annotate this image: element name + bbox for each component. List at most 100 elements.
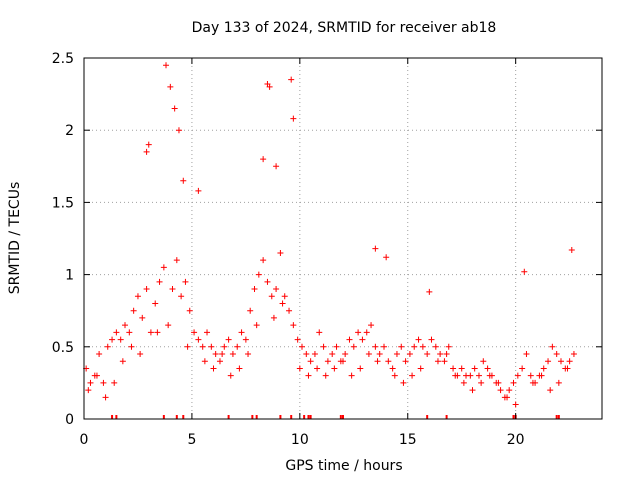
- data-point: [208, 343, 215, 350]
- data-point: [290, 115, 297, 122]
- data-point: [372, 343, 379, 350]
- data-point: [273, 286, 280, 293]
- data-point: [245, 351, 252, 358]
- data-point: [443, 351, 450, 358]
- data-point: [143, 148, 150, 155]
- data-point: [359, 336, 366, 343]
- data-point: [277, 249, 284, 256]
- data-point: [519, 365, 526, 372]
- grid-lines: [84, 58, 602, 419]
- data-point: [570, 351, 577, 358]
- y-tick-label: 1.5: [52, 195, 74, 211]
- data-point: [130, 307, 137, 314]
- data-point: [471, 365, 478, 372]
- data-point: [320, 343, 327, 350]
- data-point: [437, 351, 444, 358]
- x-tick-label: 15: [399, 432, 417, 448]
- data-point: [93, 372, 100, 379]
- data-point: [307, 358, 314, 365]
- data-point: [156, 278, 163, 285]
- data-point: [305, 372, 312, 379]
- data-point: [225, 336, 232, 343]
- data-point: [445, 343, 452, 350]
- data-point: [288, 76, 295, 83]
- data-point: [219, 351, 226, 358]
- data-point: [251, 286, 258, 293]
- data-point: [497, 387, 504, 394]
- data-point: [523, 351, 530, 358]
- data-point: [266, 83, 273, 90]
- y-tick-label: 2: [65, 123, 74, 139]
- data-point: [286, 307, 293, 314]
- data-point: [298, 343, 305, 350]
- data-point: [419, 343, 426, 350]
- data-point: [290, 322, 297, 329]
- data-point: [273, 163, 280, 170]
- data-point: [324, 358, 331, 365]
- data-point: [368, 322, 375, 329]
- data-point: [406, 351, 413, 358]
- data-point: [426, 288, 433, 295]
- data-point: [549, 343, 556, 350]
- data-point: [247, 307, 254, 314]
- data-point: [514, 372, 521, 379]
- data-point: [409, 372, 416, 379]
- data-point: [199, 343, 206, 350]
- data-point: [374, 358, 381, 365]
- data-points: [83, 62, 577, 408]
- data-point: [201, 358, 208, 365]
- data-point: [538, 372, 545, 379]
- data-point: [340, 358, 346, 365]
- data-point: [540, 365, 547, 372]
- data-point: [229, 351, 236, 358]
- data-point: [566, 358, 573, 365]
- x-tick-label: 20: [507, 432, 525, 448]
- data-point: [139, 314, 146, 321]
- data-point: [432, 343, 439, 350]
- data-point: [333, 343, 340, 350]
- data-point: [296, 365, 303, 372]
- data-point: [145, 141, 152, 148]
- data-point: [504, 394, 511, 401]
- data-point: [255, 271, 262, 278]
- data-point: [100, 379, 107, 386]
- data-point: [191, 329, 198, 336]
- axes: 0 5 10 15 20 0 0.5 1 1.5 2 2.5: [52, 51, 602, 448]
- data-point: [529, 379, 536, 386]
- data-point: [264, 278, 271, 285]
- data-point: [85, 387, 92, 394]
- data-point: [227, 372, 234, 379]
- data-point: [216, 358, 223, 365]
- data-point: [506, 387, 513, 394]
- data-point: [346, 336, 353, 343]
- data-point: [221, 343, 228, 350]
- data-point: [475, 372, 482, 379]
- data-point: [365, 351, 372, 358]
- data-point: [391, 372, 398, 379]
- data-point: [180, 177, 187, 184]
- data-point: [137, 351, 144, 358]
- data-point: [169, 286, 176, 293]
- data-point: [128, 343, 135, 350]
- data-point: [134, 293, 141, 300]
- data-point: [182, 278, 189, 285]
- data-point: [260, 257, 267, 264]
- data-point: [242, 336, 249, 343]
- data-point: [385, 358, 392, 365]
- data-point: [402, 358, 409, 365]
- data-point: [460, 379, 467, 386]
- data-point: [281, 293, 288, 300]
- data-point: [154, 329, 161, 336]
- data-point: [160, 264, 167, 271]
- data-point: [234, 343, 241, 350]
- data-point: [372, 245, 379, 252]
- data-point: [424, 351, 431, 358]
- x-tick-label: 0: [80, 432, 89, 448]
- data-point: [195, 336, 202, 343]
- data-point: [553, 351, 560, 358]
- data-point: [557, 358, 564, 365]
- data-point: [178, 293, 185, 300]
- chart-title: Day 133 of 2024, SRMTID for receiver ab1…: [192, 20, 497, 36]
- data-point: [428, 336, 435, 343]
- data-point: [96, 351, 103, 358]
